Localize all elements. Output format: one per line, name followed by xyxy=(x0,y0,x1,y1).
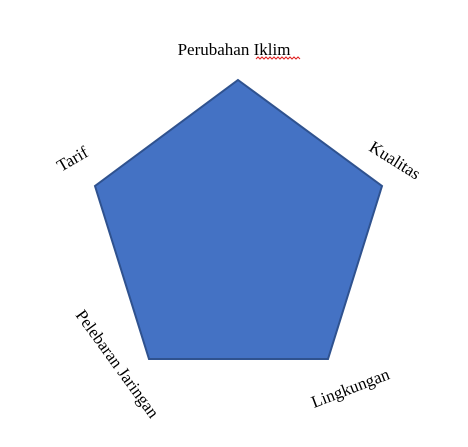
label-lingkungan: Lingkungan xyxy=(309,364,393,411)
label-kualitas: Kualitas xyxy=(366,137,424,183)
pentagon-shape[interactable] xyxy=(95,80,382,359)
label-perubahan-iklim: Perubahan Iklim xyxy=(178,40,291,59)
label-tarif: Tarif xyxy=(54,142,92,175)
